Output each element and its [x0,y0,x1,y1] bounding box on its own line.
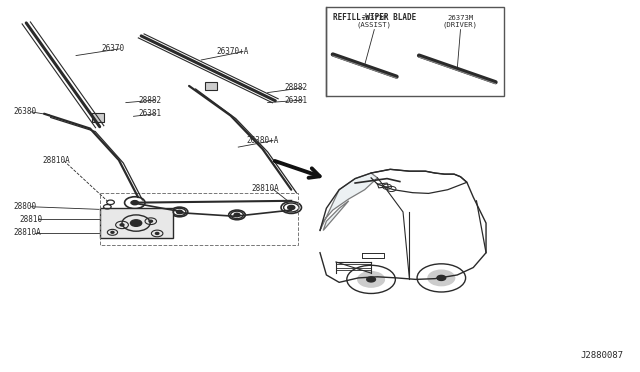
Polygon shape [320,173,378,231]
Circle shape [358,272,385,287]
Bar [92,113,104,122]
Circle shape [111,231,114,233]
Circle shape [288,205,295,209]
Bar [205,82,216,90]
Circle shape [177,210,182,214]
Text: 26373P
(ASSIST): 26373P (ASSIST) [356,15,392,29]
Text: J2880087: J2880087 [580,351,623,360]
Bar [100,208,173,238]
Text: 28882: 28882 [285,83,308,92]
Text: 26370: 26370 [102,44,125,53]
Circle shape [367,277,376,282]
Text: 26373M
(DRIVER): 26373M (DRIVER) [443,15,478,29]
Circle shape [131,220,141,226]
Text: 26381: 26381 [285,96,308,105]
Bar [326,7,504,96]
Circle shape [234,213,240,217]
Polygon shape [323,201,349,231]
Text: 28800: 28800 [13,202,36,211]
Circle shape [120,224,124,226]
Text: 26370+A: 26370+A [216,47,249,56]
Circle shape [149,220,152,222]
Bar [100,193,298,245]
Circle shape [131,201,138,205]
Circle shape [289,206,294,209]
Circle shape [156,232,159,234]
Circle shape [177,211,182,213]
Text: 28882: 28882 [138,96,161,105]
Circle shape [428,270,454,286]
Circle shape [437,275,445,280]
Text: 28810A: 28810A [42,156,70,165]
Text: 26380+A: 26380+A [246,136,279,145]
Text: 28810A: 28810A [13,228,41,237]
Text: 26381: 26381 [138,109,161,118]
Text: 26380: 26380 [13,108,36,116]
Text: 28810A: 28810A [251,185,279,193]
Circle shape [235,214,239,216]
Text: REFILL-WIPER BLADE: REFILL-WIPER BLADE [333,13,416,22]
Text: 28810: 28810 [20,215,43,224]
